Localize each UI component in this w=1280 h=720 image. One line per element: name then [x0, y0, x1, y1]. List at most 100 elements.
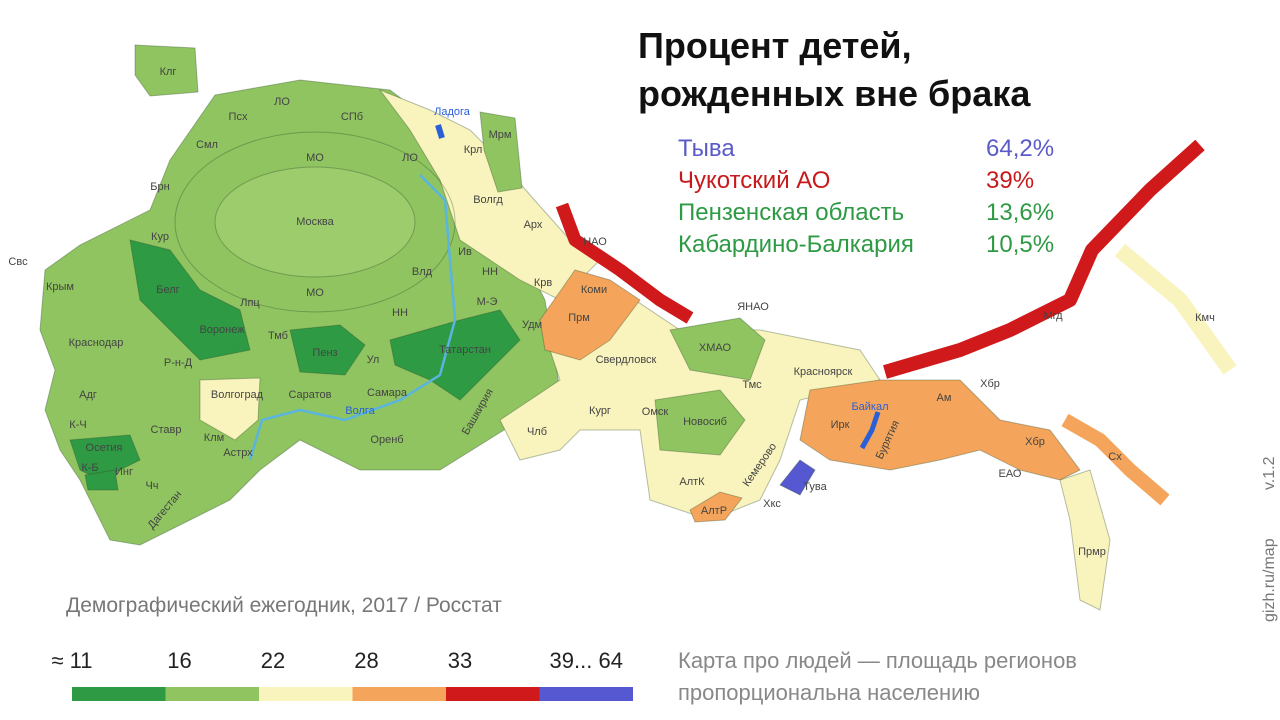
region-labels: Клг Псх ЛО СПб Ладога Мрм Смл МО ЛО Крл … [8, 66, 1214, 558]
title: рожденных вне брака [638, 73, 1031, 114]
region-label: Волгд [473, 194, 503, 206]
region-label: Мгд [1043, 310, 1063, 322]
region-label: Клг [160, 66, 177, 78]
legend-swatch [352, 687, 446, 701]
region-label: Свс [8, 256, 28, 268]
region-label: Клм [204, 432, 224, 444]
region [1114, 243, 1237, 375]
region-label: Ул [367, 354, 380, 366]
region-label: НН [482, 266, 498, 278]
region-label: К-Ч [69, 419, 86, 431]
region-label: Р-н-Д [164, 357, 193, 369]
lake [435, 124, 445, 139]
region-label: ЕАО [999, 468, 1022, 480]
region-label: Прмр [1078, 546, 1106, 558]
region-label: Влд [412, 266, 433, 278]
region-label: Оренб [370, 434, 403, 446]
region-label: ЯНАО [737, 301, 769, 313]
legend-swatch [539, 687, 633, 701]
legend-swatch [446, 687, 540, 701]
region-label: К-Б [81, 462, 98, 474]
note: Карта про людей — площадь регионов [678, 648, 1077, 673]
region-label: МО [306, 152, 324, 164]
region-label: Москва [296, 216, 334, 228]
region-label: Адг [79, 389, 97, 401]
region-label: Хбр [1025, 436, 1045, 448]
region-border [174, 131, 456, 313]
region [1059, 469, 1111, 611]
region [654, 389, 746, 456]
region-label: Лпц [240, 297, 260, 309]
region-label: Кур [151, 231, 169, 243]
region [134, 44, 199, 97]
region-label: Новосиб [683, 416, 727, 428]
legend-label: 28 [354, 648, 378, 673]
region-label: Тмс [742, 379, 762, 391]
region-label: Пенз [312, 347, 337, 359]
region-label: Сх [1108, 451, 1122, 463]
title: Процент детей, [638, 25, 912, 66]
region-label: Ладога [434, 106, 471, 118]
note: пропорциональна населению [678, 680, 980, 705]
highlight-value: 10,5% [986, 231, 1054, 258]
region-label: МО [306, 287, 324, 299]
highlight-name: Чукотский АО [678, 167, 830, 194]
region-label: Осетия [86, 442, 123, 454]
region-label: Байкал [851, 401, 888, 413]
region-label: Свердловск [596, 354, 657, 366]
region-label: Тмб [268, 330, 288, 342]
region-label: Ирк [831, 419, 850, 431]
version: v.1.2 [1261, 456, 1278, 490]
region [1061, 413, 1170, 506]
region-label: М-Э [477, 296, 498, 308]
region [799, 379, 1081, 481]
region-label: Кург [589, 405, 611, 417]
region-label: Саратов [288, 389, 331, 401]
region-label: Члб [527, 426, 547, 438]
region-label: ХМАО [699, 342, 732, 354]
highlights: Тыва 64,2% Чукотский АО 39% Пензенская облас… [678, 135, 1054, 258]
watermark: gizh.ru/map [1261, 538, 1278, 622]
region-label: Омск [642, 406, 669, 418]
region-label: Волга [345, 405, 375, 417]
region-label: Красноярск [794, 366, 853, 378]
highlight-name: Кабардино-Балкария [678, 231, 914, 258]
legend-swatch [165, 687, 259, 701]
region-label: Смл [196, 139, 218, 151]
region-label: ЛО [274, 96, 290, 108]
highlight-value: 39% [986, 167, 1034, 194]
region [289, 324, 366, 376]
legend-label: 39... 64 [550, 648, 623, 673]
legend-label: 33 [448, 648, 472, 673]
region-label: АлтР [701, 505, 727, 517]
map-shapes [39, 44, 1237, 611]
legend-label: 16 [167, 648, 191, 673]
region-label: АлтК [679, 476, 705, 488]
region-label: Ив [458, 246, 472, 258]
region-label: Чч [145, 480, 158, 492]
legend: ≈ 11 16 22 28 33 39... 64 [51, 648, 633, 701]
region-label: Ам [937, 392, 952, 404]
region-label: Хкс [763, 498, 781, 510]
region [555, 202, 694, 324]
region-label: Краснодар [69, 337, 124, 349]
region-label: Крым [46, 281, 74, 293]
legend-swatch [72, 687, 166, 701]
region-label: Кмч [1195, 312, 1215, 324]
region-label: Арх [524, 219, 543, 231]
region-label: Брн [150, 181, 169, 193]
region [84, 469, 119, 491]
region-label: Астрх [223, 447, 253, 459]
legend-swatch [259, 687, 353, 701]
legend-label: ≈ 11 [51, 648, 92, 673]
region-label: НН [392, 307, 408, 319]
region-label: НАО [583, 236, 607, 248]
legend-label: 22 [261, 648, 285, 673]
region-label: Крл [464, 144, 483, 156]
region-label: Прм [568, 312, 590, 324]
region-label: Татарстан [439, 344, 491, 356]
region-label: Воронеж [199, 324, 245, 336]
region-label: Ставр [151, 424, 182, 436]
region-label: Инг [115, 466, 133, 478]
